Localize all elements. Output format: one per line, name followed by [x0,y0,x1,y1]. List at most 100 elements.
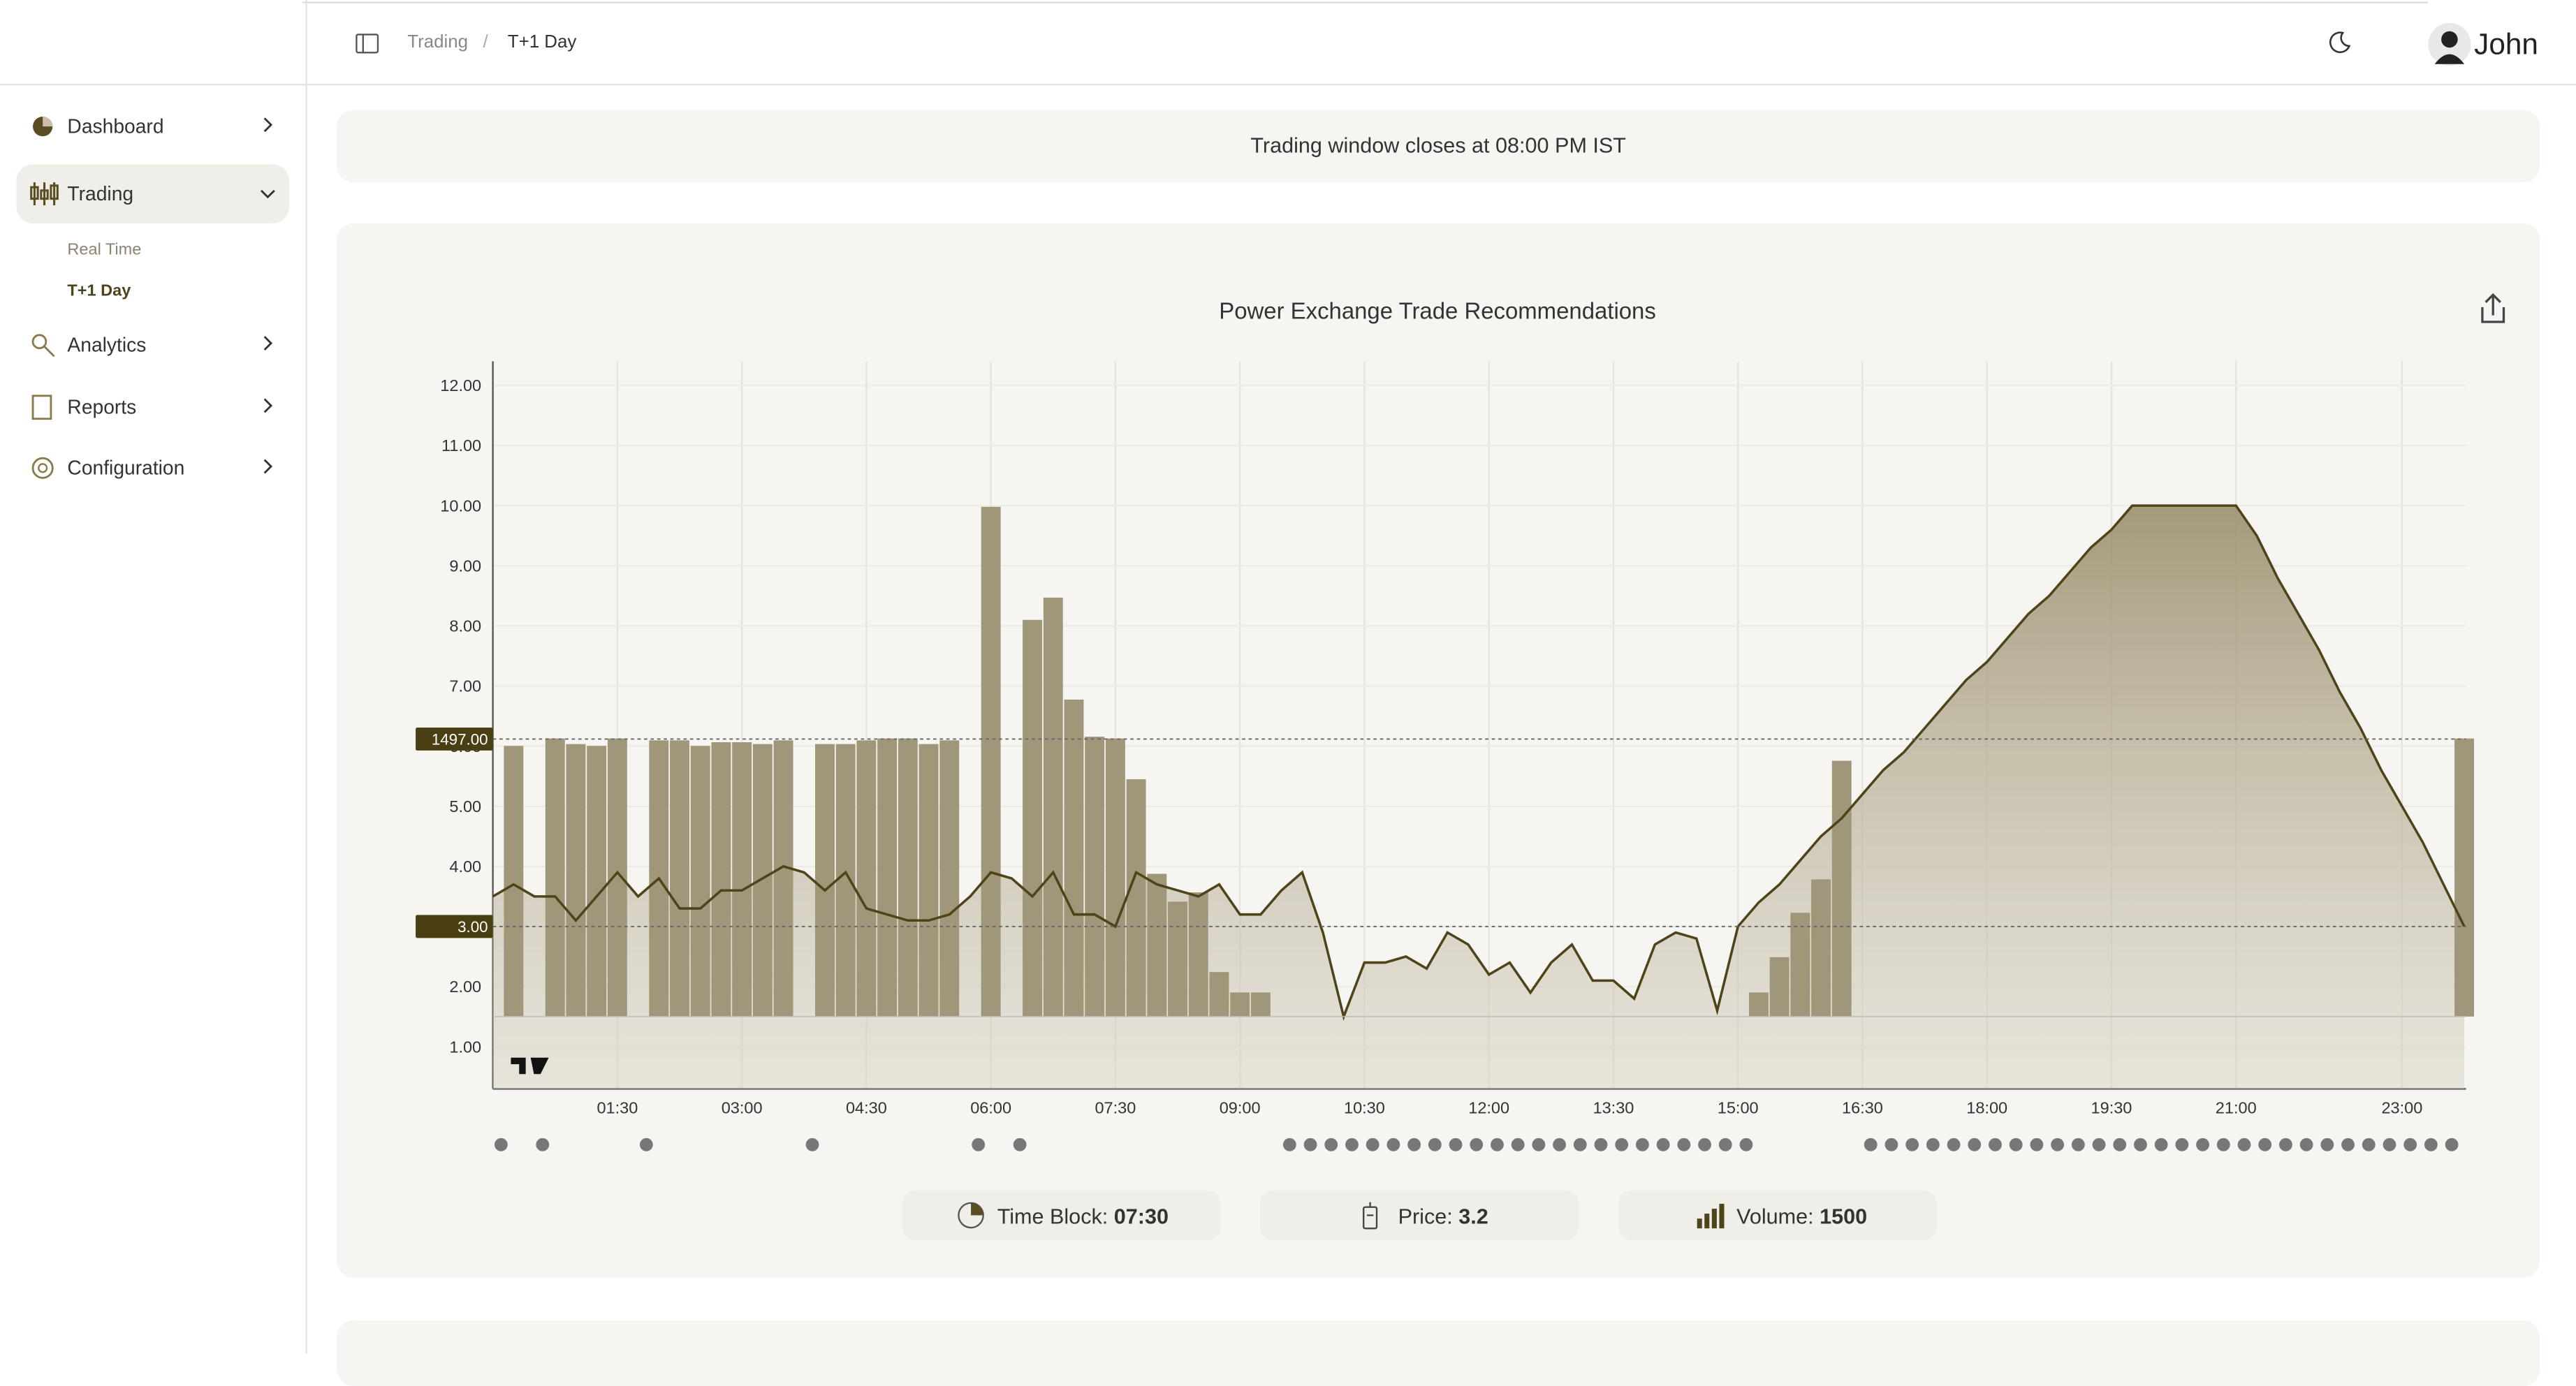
info-value: 1500 [1820,1204,1868,1229]
nav-item[interactable]: Configuration [17,438,289,498]
chevron [263,117,273,133]
info-text: Price: 3.2 [1398,1204,1488,1228]
bar [1230,992,1250,1017]
y-tick-label: 7.00 [449,677,481,695]
empty-block-marker [1926,1137,1940,1151]
bar [752,744,773,1017]
empty-block-marker [1615,1137,1629,1151]
empty-block-marker [1470,1137,1484,1151]
x-tick-label: 01:30 [597,1099,638,1117]
user-name[interactable]: John [2474,27,2539,61]
bar [835,744,856,1017]
empty-block-marker [2154,1137,2168,1151]
nav-label: Trading [67,182,134,206]
nav-item[interactable]: Reports [17,378,289,437]
empty-block-marker [2362,1137,2376,1151]
bar [877,738,898,1017]
empty-block-marker [2299,1137,2313,1151]
icon [31,395,52,420]
bar [1831,760,1852,1017]
empty-block-marker [639,1137,653,1151]
empty-block-marker [1511,1137,1525,1151]
empty-block-marker [2424,1137,2438,1151]
bar [2454,738,2474,1017]
breadcrumb-separator: / [483,33,488,53]
x-tick-label: 13:30 [1593,1099,1634,1117]
empty-block-marker [2092,1137,2106,1151]
nav-item[interactable]: Trading [16,164,289,223]
empty-block-marker [1989,1137,2002,1151]
chevron [263,398,273,413]
chevron [263,459,273,474]
icon [31,457,54,479]
sidebar-toggle[interactable] [355,33,379,56]
empty-block-marker [536,1137,550,1151]
empty-block-marker [2341,1137,2355,1151]
x-tick-label: 10:30 [1344,1099,1385,1117]
empty-block-marker [2009,1137,2023,1151]
x-tick-label: 15:00 [1718,1099,1759,1117]
y-tick-label: 1.00 [449,1038,481,1056]
bar [545,738,565,1017]
y-tick-label: 9.00 [449,556,481,575]
empty-block-marker [1386,1137,1400,1151]
y-tick-label: 5.00 [449,797,481,816]
bar [504,746,524,1017]
bar [1748,992,1769,1017]
bar [1147,873,1167,1017]
y-tick-label: 11.00 [441,436,481,455]
bar [1811,879,1831,1017]
empty-block-marker [2237,1137,2251,1151]
bar [939,740,960,1017]
empty-block-marker [1594,1137,1608,1151]
bar [1790,913,1810,1017]
empty-block-marker [1718,1137,1732,1151]
x-tick-label: 07:30 [1095,1099,1136,1117]
empty-block-marker [1345,1137,1359,1151]
bar [981,506,1001,1017]
empty-block-marker [1656,1137,1670,1151]
bar [1023,619,1043,1017]
chevron [263,336,273,351]
bar [815,744,835,1017]
avatar[interactable] [2427,22,2473,68]
export-button[interactable] [2481,293,2505,323]
empty-block-marker [1885,1137,1898,1151]
empty-block-marker [805,1137,819,1151]
theme-toggle[interactable] [2328,31,2351,54]
banner-text: Trading window closes at 08:00 PM IST [1250,133,1627,158]
info-card: Volume: 1500 [1618,1190,1938,1240]
breadcrumb[interactable]: Trading [407,33,469,53]
sub-nav[interactable]: Real Time [67,241,142,260]
info-value: 3.2 [1458,1204,1488,1229]
info-label: Price: [1398,1204,1453,1229]
header-border [0,83,2576,86]
info-label: Volume: [1736,1204,1814,1229]
nav-label: Dashboard [67,115,164,138]
empty-block-marker [972,1137,986,1151]
breadcrumb: T+1 Day [507,33,577,53]
y-tick-label: 8.00 [449,617,481,635]
nav-label: Configuration [67,456,185,480]
empty-block-marker [2383,1137,2396,1151]
empty-block-marker [1698,1137,1711,1151]
bar [1769,957,1790,1017]
nav-label: Reports [67,395,137,419]
x-tick-label: 23:00 [2381,1099,2422,1117]
empty-block-marker [2258,1137,2272,1151]
nav-item[interactable]: Dashboard [17,97,289,156]
empty-block-marker [1968,1137,1982,1151]
nav-item[interactable]: Analytics [17,316,289,375]
empty-block-marker [494,1137,508,1151]
bar [898,738,918,1017]
bar [711,742,731,1017]
icon [31,334,55,357]
empty-block-marker [1303,1137,1317,1151]
bar [919,744,939,1017]
bar [1168,901,1187,1017]
empty-block-marker [1366,1137,1380,1151]
sub-nav[interactable]: T+1 Day [67,282,131,301]
bar [1043,597,1063,1017]
